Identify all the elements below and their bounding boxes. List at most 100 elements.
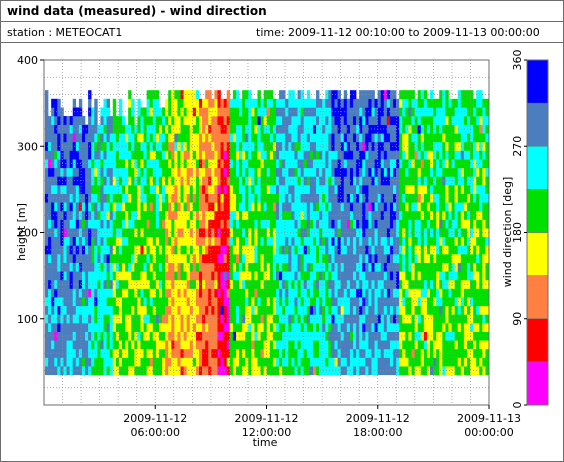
heatmap-cell (106, 124, 110, 134)
heatmap-cell (402, 219, 406, 229)
heatmap-cell (300, 271, 305, 281)
heatmap-cell (457, 150, 462, 160)
heatmap-cell (334, 107, 338, 117)
heatmap-cell (100, 202, 104, 212)
heatmap-cell (131, 228, 135, 238)
heatmap-cell (393, 314, 397, 324)
heatmap-cell (131, 348, 135, 358)
heatmap-cell (266, 297, 271, 307)
heatmap-cell (245, 331, 249, 341)
heatmap-cell (325, 323, 329, 332)
heatmap-cell (146, 124, 151, 134)
heatmap-cell (389, 254, 394, 263)
heatmap-cell (272, 219, 277, 229)
heatmap-cell (229, 185, 234, 194)
heatmap-cell (254, 193, 258, 203)
heatmap-cell (232, 254, 237, 263)
heatmap-cell (106, 167, 110, 177)
heatmap-cell (396, 159, 400, 169)
heatmap-cell (51, 98, 55, 108)
heatmap-cell (85, 305, 89, 315)
heatmap-cell (482, 124, 486, 134)
heatmap-cell (174, 133, 178, 143)
heatmap-cell (103, 133, 107, 143)
heatmap-cell (353, 219, 357, 229)
heatmap-cell (211, 262, 215, 272)
heatmap-cell (51, 107, 55, 117)
heatmap-cell (285, 254, 289, 263)
heatmap-cell (279, 279, 283, 289)
heatmap-cell (115, 254, 120, 263)
heatmap-cell (134, 254, 138, 263)
heatmap-cell (158, 305, 163, 315)
heatmap-cell (115, 305, 120, 315)
heatmap-cell (399, 228, 403, 238)
heatmap-cell (337, 116, 341, 125)
heatmap-cell (195, 185, 200, 194)
heatmap-cell (285, 323, 289, 332)
heatmap-cell (254, 98, 258, 108)
heatmap-cell (94, 271, 98, 281)
heatmap-cell (134, 288, 138, 298)
heatmap-cell (448, 98, 452, 108)
heatmap-cell (393, 141, 397, 151)
colorbar-label: wind direction [deg] (501, 177, 514, 288)
heatmap-cell (143, 228, 147, 238)
heatmap-cell (189, 150, 194, 160)
heatmap-cell (309, 323, 314, 332)
heatmap-cell (334, 90, 338, 100)
heatmap-cell (353, 236, 357, 246)
heatmap-cell (470, 245, 474, 255)
heatmap-cell (103, 185, 107, 194)
heatmap-cell (466, 245, 471, 255)
heatmap-cell (460, 357, 465, 367)
heatmap-cell (128, 297, 132, 307)
heatmap-cell (451, 133, 455, 143)
heatmap-cell (457, 90, 462, 100)
heatmap-cell (168, 185, 172, 194)
heatmap-cell (97, 340, 101, 350)
heatmap-cell (260, 314, 264, 324)
heatmap-cell (137, 98, 141, 108)
heatmap-cell (171, 279, 175, 289)
heatmap-cell (122, 323, 126, 332)
heatmap-cell (122, 271, 126, 281)
heatmap-cell (346, 98, 351, 108)
heatmap-cell (402, 124, 406, 134)
heatmap-cell (66, 305, 70, 315)
heatmap-cell (368, 210, 372, 220)
heatmap-cell (399, 150, 403, 160)
heatmap-cell (195, 219, 200, 229)
heatmap-cell (48, 340, 52, 350)
heatmap-cell (220, 185, 224, 194)
heatmap-cell (328, 279, 332, 289)
heatmap-cell (195, 271, 200, 281)
heatmap-cell (362, 366, 366, 376)
heatmap-cell (220, 133, 224, 143)
heatmap-cell (368, 348, 372, 358)
heatmap-cell (158, 185, 163, 194)
heatmap-cell (380, 323, 385, 332)
heatmap-cell (476, 150, 480, 160)
heatmap-cell (282, 228, 286, 238)
heatmap-cell (100, 323, 104, 332)
heatmap-cell (414, 357, 418, 367)
heatmap-cell (186, 271, 191, 281)
heatmap-cell (279, 236, 283, 246)
heatmap-cell (343, 219, 348, 229)
heatmap-cell (85, 357, 89, 367)
heatmap-cell (396, 245, 400, 255)
heatmap-cell (445, 297, 449, 307)
heatmap-cell (118, 348, 123, 358)
heatmap-cell (245, 98, 249, 108)
heatmap-cell (140, 124, 144, 134)
heatmap-cell (146, 167, 151, 177)
heatmap-cell (463, 271, 468, 281)
heatmap-cell (103, 245, 107, 255)
heatmap-cell (251, 133, 255, 143)
heatmap-cell (149, 288, 154, 298)
heatmap-cell (368, 279, 372, 289)
heatmap-cell (460, 297, 465, 307)
heatmap-cell (128, 305, 132, 315)
heatmap-cell (356, 107, 360, 117)
